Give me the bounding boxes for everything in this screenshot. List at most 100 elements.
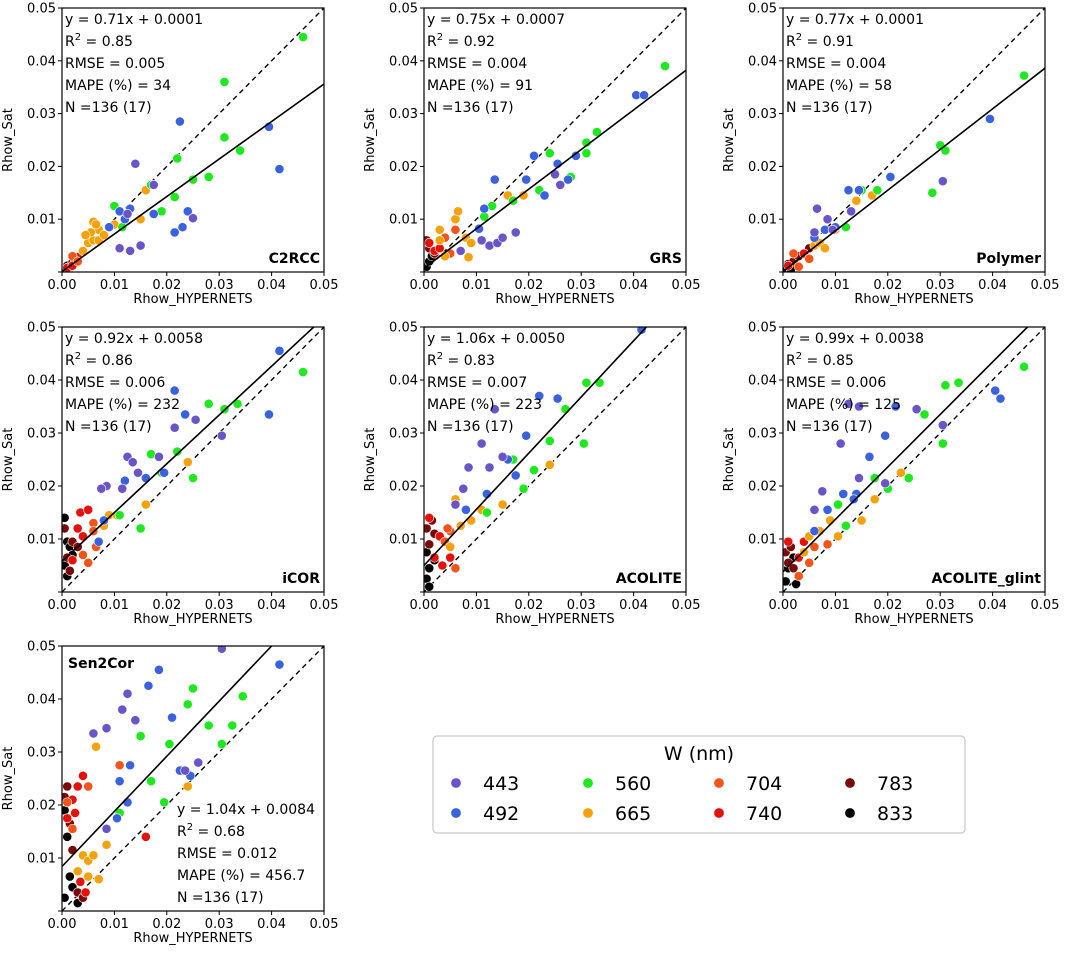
data-point xyxy=(232,398,243,409)
one-to-one-line xyxy=(783,8,1045,272)
data-point xyxy=(581,148,592,159)
x-axis-label: Rhow_HYPERNETS xyxy=(854,292,973,307)
method-label: ACOLITE_glint xyxy=(931,571,1041,587)
data-point xyxy=(843,398,854,409)
mape: MAPE (%) = 223 xyxy=(427,397,542,413)
equation: y = 1.04x + 0.0084 xyxy=(177,802,315,818)
one-to-one-line xyxy=(783,327,1045,592)
x-tick-label: 0.01 xyxy=(821,278,850,293)
stats-block: y = 0.92x + 0.0058 R2 = 0.86 RMSE = 0.006 M… xyxy=(65,331,203,435)
y-axis-label: Rhow_Sat xyxy=(722,428,737,492)
scatter-points xyxy=(62,646,285,908)
regression-line xyxy=(424,69,686,269)
y-axis-label: Rhow_Sat xyxy=(1,428,16,492)
data-point xyxy=(203,720,214,731)
data-point xyxy=(822,214,833,225)
data-point xyxy=(529,150,539,161)
data-point xyxy=(822,504,833,515)
data-point xyxy=(424,238,435,248)
y-tick-label: 0.02 xyxy=(748,160,777,175)
data-point xyxy=(854,473,864,483)
equation: y = 1.06x + 0.0050 xyxy=(427,331,565,347)
regression-line xyxy=(62,646,273,868)
data-point xyxy=(62,892,70,903)
equation: y = 0.71x + 0.0001 xyxy=(65,12,203,28)
data-point xyxy=(455,245,466,256)
x-tick-label: 0.00 xyxy=(410,278,439,293)
mape: MAPE (%) = 456.7 xyxy=(177,868,305,884)
data-point xyxy=(940,380,951,391)
data-point xyxy=(809,526,820,536)
data-point xyxy=(182,457,193,468)
data-point xyxy=(193,757,204,768)
data-point xyxy=(219,77,230,87)
method-label: Sen2Cor xyxy=(68,656,134,672)
legend-label: 492 xyxy=(483,803,519,825)
mape: MAPE (%) = 232 xyxy=(65,397,180,413)
y-tick-label: 0.05 xyxy=(748,2,777,17)
data-point xyxy=(264,409,274,420)
data-point xyxy=(434,224,445,235)
x-axis-label: Rhow_HYPERNETS xyxy=(854,612,973,627)
x-tick-label: 0.03 xyxy=(567,598,596,613)
y-tick-label: 0.01 xyxy=(389,533,418,548)
stats-block: y = 1.06x + 0.0050 R2 = 0.83 RMSE = 0.007 M… xyxy=(427,331,565,435)
data-point xyxy=(130,715,141,726)
y-tick-label: 0.04 xyxy=(27,54,56,69)
x-axis-label: Rhow_HYPERNETS xyxy=(133,931,252,946)
legend-label: 665 xyxy=(615,803,651,825)
x-tick-label: 0.04 xyxy=(257,917,286,932)
data-point xyxy=(96,483,107,494)
data-point xyxy=(101,723,112,734)
data-point xyxy=(1019,361,1029,372)
x-tick-label: 0.01 xyxy=(100,598,129,613)
regression-line xyxy=(783,67,1045,272)
y-tick-label: 0.04 xyxy=(389,54,418,69)
n-count: N =136 (17) xyxy=(427,419,514,435)
legend-marker xyxy=(713,807,725,819)
data-point xyxy=(78,770,88,781)
data-point xyxy=(99,230,109,240)
regression-line xyxy=(62,327,315,562)
x-tick-label: 0.02 xyxy=(152,917,181,932)
data-point xyxy=(62,831,73,842)
x-tick-label: 0.01 xyxy=(100,917,129,932)
data-point xyxy=(518,190,529,201)
data-point xyxy=(130,158,141,169)
data-point xyxy=(117,704,128,715)
data-point xyxy=(227,720,238,731)
data-point xyxy=(788,248,799,259)
data-point xyxy=(237,691,248,702)
data-point xyxy=(1019,70,1029,81)
data-point xyxy=(83,504,94,515)
data-point xyxy=(937,438,948,449)
data-point xyxy=(172,446,183,457)
y-tick-label: 0.03 xyxy=(27,427,56,442)
data-point xyxy=(563,174,573,185)
axes-frame xyxy=(61,645,325,912)
x-axis-label: Rhow_HYPERNETS xyxy=(133,612,252,627)
mape: MAPE (%) = 34 xyxy=(65,78,171,94)
data-point xyxy=(510,227,521,238)
data-point xyxy=(437,560,448,571)
legend-label: 704 xyxy=(746,773,782,795)
data-point xyxy=(169,227,180,238)
data-point xyxy=(497,232,508,243)
data-point xyxy=(799,547,809,558)
data-point xyxy=(474,223,484,234)
data-point xyxy=(146,776,156,787)
x-tick-label: 0.03 xyxy=(205,917,234,932)
data-point xyxy=(578,438,589,449)
rmse: RMSE = 0.006 xyxy=(65,375,165,391)
regression-line xyxy=(424,327,648,567)
data-point xyxy=(872,185,883,196)
x-tick-label: 0.04 xyxy=(257,598,286,613)
data-point xyxy=(62,781,73,792)
data-point xyxy=(216,646,227,654)
data-point xyxy=(450,499,461,510)
data-point xyxy=(148,209,159,219)
data-point xyxy=(182,206,193,217)
data-point xyxy=(188,473,198,483)
legend-label: 560 xyxy=(615,773,651,795)
one-to-one-line xyxy=(62,327,324,592)
